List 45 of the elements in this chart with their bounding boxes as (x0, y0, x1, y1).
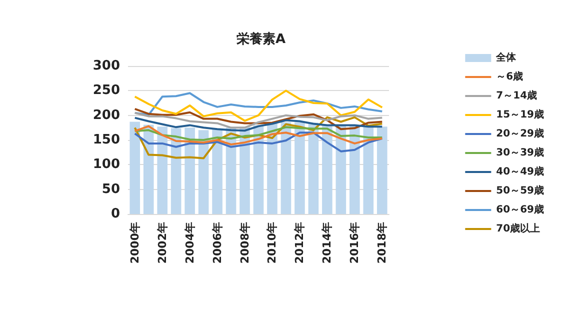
x-tick-label: 2000年 (128, 222, 142, 264)
line-series (134, 90, 384, 122)
chart-title: 栄養素A (236, 31, 286, 47)
legend-label: 40～49歳 (496, 166, 544, 178)
x-tick-label: 2008年 (238, 222, 252, 264)
line-series (134, 108, 384, 130)
bar (322, 125, 332, 214)
line-series (134, 92, 384, 116)
x-tick-label: 2004年 (183, 222, 196, 264)
line-series (134, 126, 384, 141)
legend-label: 7～14歳 (496, 90, 538, 102)
x-tick-label: 2002年 (156, 222, 169, 264)
line-series (134, 116, 384, 160)
bar (363, 126, 374, 214)
x-tick-label: 2012年 (293, 222, 306, 264)
x-tick-label: 2006年 (210, 222, 224, 264)
y-tick-label: 0 (110, 206, 120, 222)
line-series (134, 112, 384, 129)
y-tick-label: 250 (92, 83, 120, 98)
y-tick-label: 50 (102, 182, 120, 197)
bar (130, 122, 140, 214)
line-series (134, 125, 384, 146)
bar (184, 128, 195, 214)
bar (294, 122, 305, 214)
bar (157, 126, 168, 214)
x-tick-label: 2018年 (376, 222, 389, 264)
legend-label: 50～59歳 (496, 184, 544, 196)
y-tick-label: 100 (92, 157, 120, 172)
legend-label: 20～29歳 (496, 128, 544, 140)
x-tick-label: 2014年 (320, 222, 334, 264)
x-tick-label: 2010年 (266, 222, 279, 264)
legend-label: 15～19歳 (496, 108, 544, 120)
x-tick-label: 2016年 (348, 222, 362, 264)
legend-label: 30～39歳 (496, 146, 544, 158)
y-tick-label: 200 (92, 108, 120, 123)
legend-label: 60～69歳 (496, 204, 544, 216)
line-series (134, 132, 384, 152)
bar (350, 125, 360, 214)
legend-label: ～6歳 (496, 70, 524, 82)
y-tick-label: 150 (92, 132, 120, 148)
line-series (134, 116, 384, 132)
bar (376, 126, 388, 214)
legend-label: 全体 (495, 52, 518, 64)
legend-label: 70歳以上 (496, 222, 540, 234)
y-tick-label: 300 (92, 58, 120, 74)
